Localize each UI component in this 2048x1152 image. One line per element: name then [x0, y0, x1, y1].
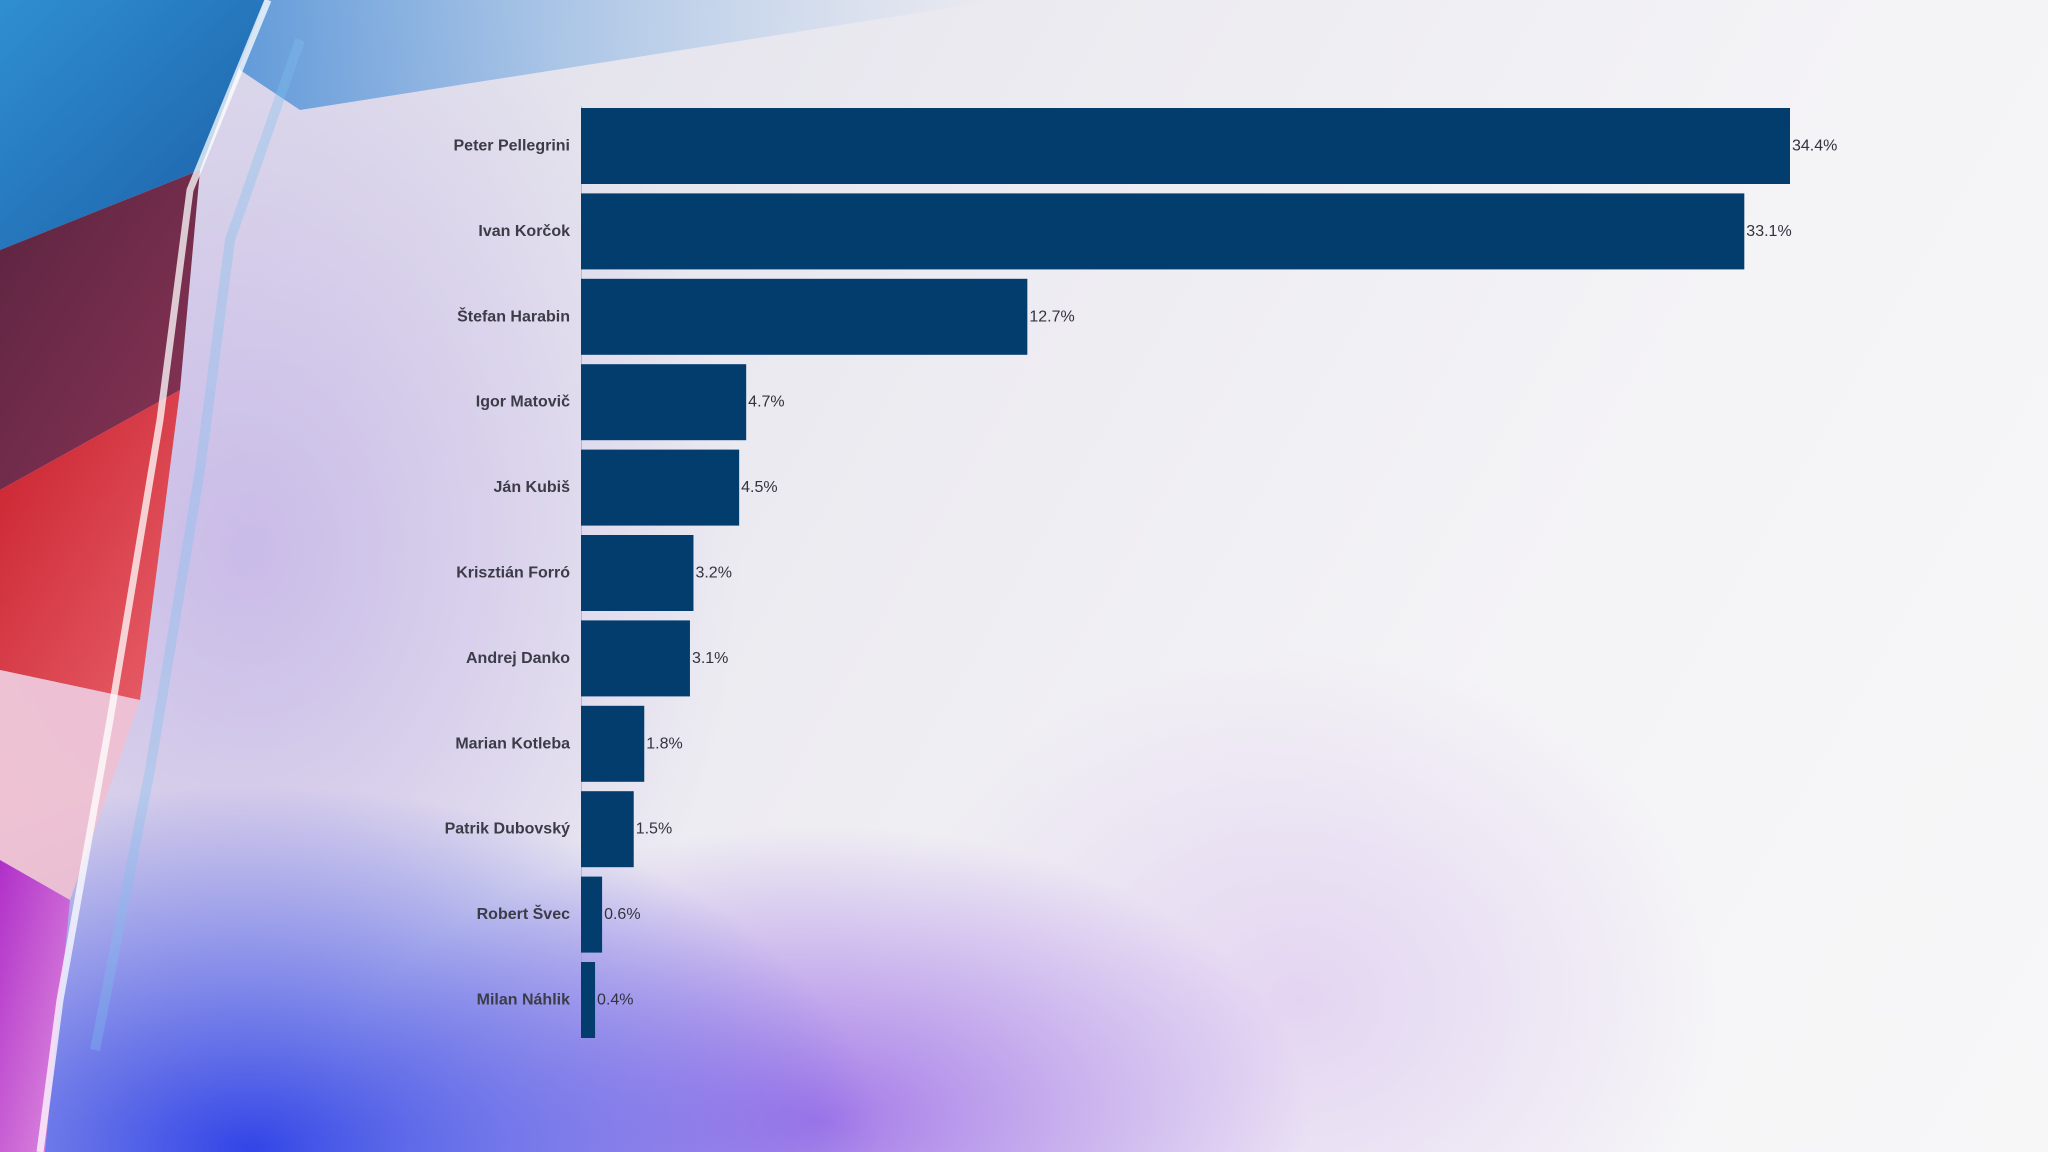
decor-pink-panel — [0, 670, 140, 900]
category-label: Peter Pellegrini — [454, 138, 571, 155]
bar — [581, 962, 596, 1038]
decor-violet-panel — [0, 860, 70, 1152]
category-label: Marian Kotleba — [455, 735, 570, 752]
decor-light-streak-2 — [90, 38, 305, 1051]
category-label: Ján Kubiš — [494, 479, 571, 496]
category-label: Štefan Harabin — [457, 306, 570, 325]
decor-light-streak — [36, 0, 272, 1152]
bar — [581, 278, 1028, 355]
bar — [581, 535, 694, 611]
category-label: Krisztián Forró — [456, 565, 570, 582]
value-label: 4.5% — [741, 479, 777, 496]
value-label: 0.6% — [604, 906, 640, 923]
bar — [581, 876, 603, 953]
decor-red-panel — [0, 390, 180, 700]
bar — [581, 449, 740, 526]
value-label: 1.8% — [646, 735, 682, 752]
bars-group — [581, 108, 1790, 1038]
bar — [581, 705, 645, 782]
value-label: 12.7% — [1029, 308, 1074, 325]
category-label: Robert Švec — [477, 904, 570, 923]
bar — [581, 620, 690, 697]
decor-blue-ray — [230, 0, 1000, 110]
bar — [581, 364, 747, 441]
value-label: 34.4% — [1792, 138, 1837, 155]
value-label: 1.5% — [636, 821, 672, 838]
bar — [581, 193, 1745, 270]
category-label: Andrej Danko — [466, 650, 570, 667]
value-labels: 34.4% 33.1% 12.7% 4.7% 4.5% 3.2% 3.1% 1.8% 1.5% 0… — [597, 138, 1837, 1009]
decor-maroon-panel — [0, 170, 200, 490]
category-label: Patrik Dubovský — [445, 821, 570, 838]
value-label: 4.7% — [748, 394, 784, 411]
category-labels: Peter Pellegrini Ivan Korčok Štefan Harabi… — [445, 138, 571, 1009]
value-label: 0.4% — [597, 992, 633, 1009]
value-label: 3.2% — [695, 565, 731, 582]
bar — [581, 108, 1790, 184]
decor-blue-panel — [0, 0, 265, 250]
category-label: Ivan Korčok — [478, 223, 570, 240]
value-label: 33.1% — [1746, 223, 1791, 240]
category-label: Milan Náhlik — [477, 992, 570, 1009]
bar — [581, 791, 634, 868]
category-label: Igor Matovič — [476, 394, 570, 411]
value-label: 3.1% — [692, 650, 728, 667]
